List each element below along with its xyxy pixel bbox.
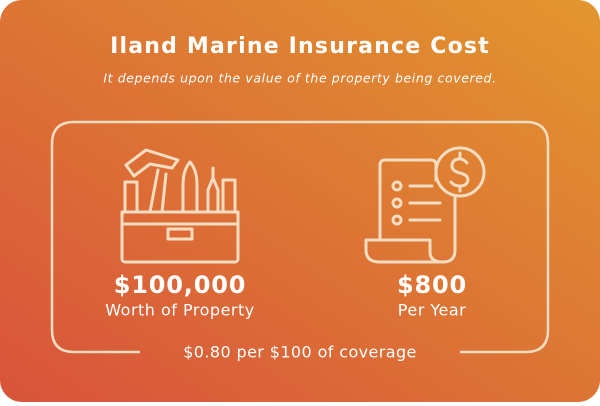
receipt-icon	[364, 146, 486, 264]
item-label: Worth of Property	[105, 301, 254, 320]
item-value: $800	[397, 271, 467, 299]
subtitle: It depends upon the value of the propert…	[103, 71, 496, 86]
item-value: $100,000	[114, 271, 246, 299]
toolbox-icon	[120, 148, 240, 264]
frame	[50, 120, 550, 354]
title: Iland Marine Insurance Cost	[110, 34, 490, 59]
item-label: Per Year	[398, 301, 466, 320]
footer-note: $0.80 per $100 of coverage	[183, 343, 417, 362]
